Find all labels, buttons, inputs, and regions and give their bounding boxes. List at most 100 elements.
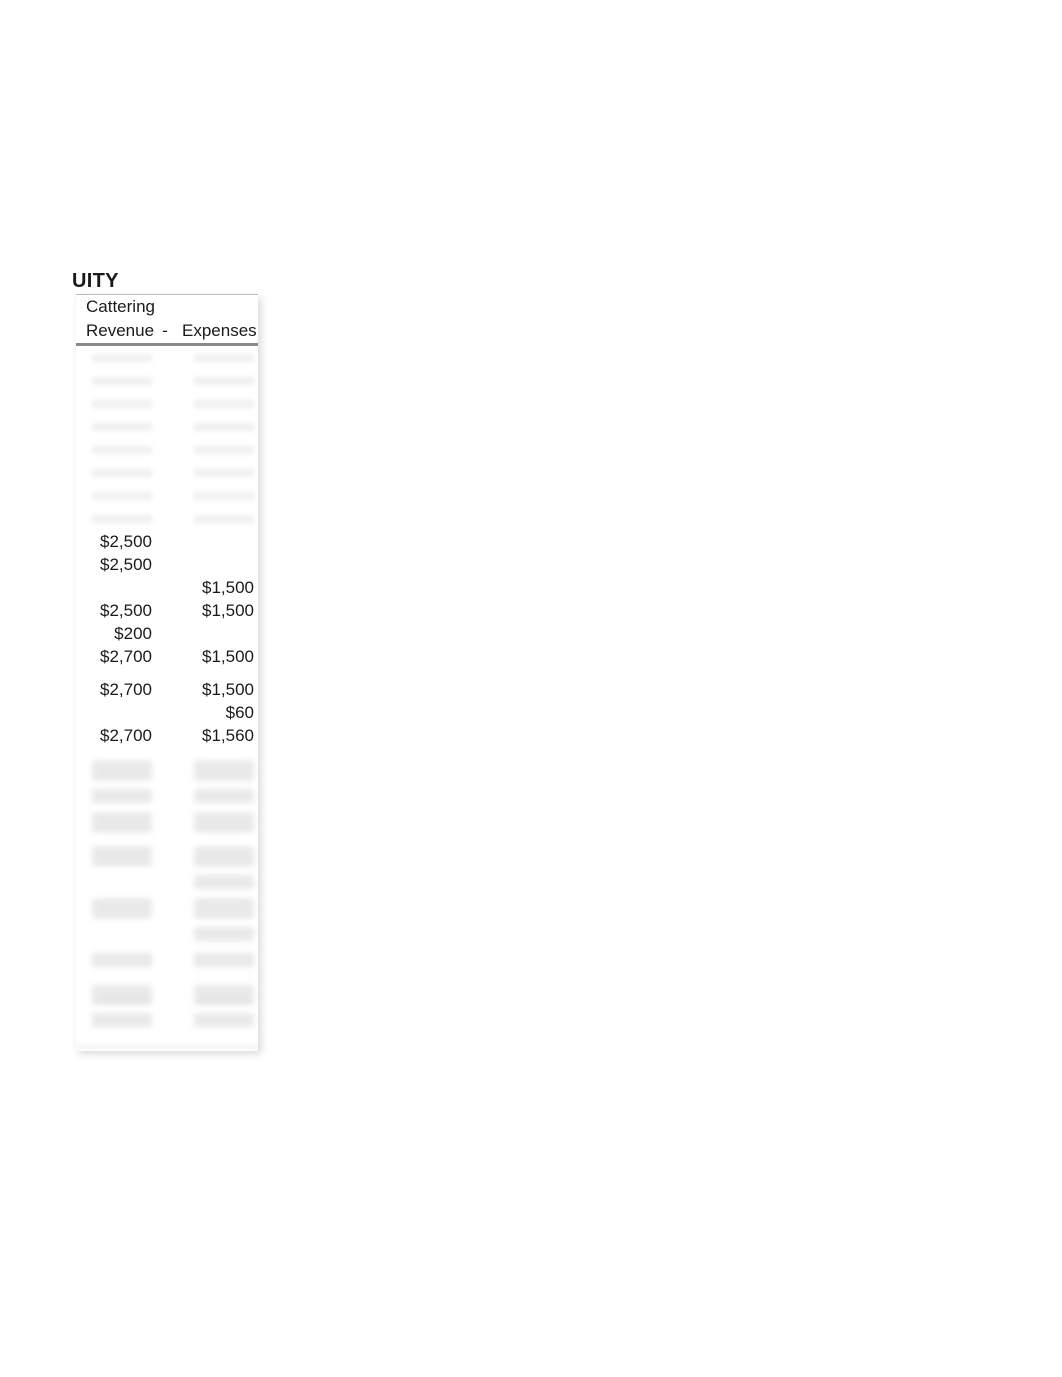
summary-row — [76, 809, 258, 835]
page: UITY Cattering Revenue - Expenses $2,500… — [0, 0, 1062, 1377]
expenses-cell: $1,500 — [178, 678, 258, 701]
row-spacer — [76, 835, 258, 843]
blurred-cell — [178, 354, 258, 362]
category-label: Cattering — [76, 295, 156, 319]
blurred-cell — [178, 446, 258, 454]
table-row — [76, 415, 258, 438]
row-spacer — [76, 747, 258, 757]
blurred-cell — [178, 813, 258, 832]
blurred-cell — [178, 400, 258, 408]
table-row: $2,700 $1,500 — [76, 645, 258, 668]
summary-row — [76, 921, 258, 947]
blurred-cell — [76, 377, 156, 385]
summary-row — [76, 895, 258, 921]
blurred-cell — [178, 875, 258, 889]
table-row — [76, 507, 258, 530]
blurred-cell — [76, 985, 156, 1004]
blurred-cell — [178, 515, 258, 523]
header-spacer — [178, 295, 258, 319]
expenses-cell — [178, 553, 258, 576]
blurred-cell — [76, 813, 156, 832]
section-heading: UITY — [72, 270, 119, 293]
blurred-cell — [76, 789, 156, 803]
cell-spacer — [156, 678, 178, 701]
blurred-cell — [178, 847, 258, 866]
expenses-cell: $1,500 — [178, 645, 258, 668]
blurred-cell — [178, 492, 258, 500]
summary-row — [76, 981, 258, 1007]
col-header-separator: - — [156, 319, 178, 343]
table-row — [76, 438, 258, 461]
revenue-cell: $2,700 — [76, 678, 156, 701]
blurred-cell — [76, 354, 156, 362]
summary-row — [76, 947, 258, 973]
table-row — [76, 369, 258, 392]
header-spacer — [156, 295, 178, 319]
revenue-cell — [76, 576, 156, 599]
blurred-cell — [178, 927, 258, 941]
blurred-cell — [178, 789, 258, 803]
cell-spacer — [156, 724, 178, 747]
blurred-cell — [76, 761, 156, 780]
blurred-cell — [76, 515, 156, 523]
blurred-cell — [76, 446, 156, 454]
blurred-cell — [76, 492, 156, 500]
summary-row — [76, 783, 258, 809]
cell-spacer — [156, 599, 178, 622]
blurred-cell — [178, 985, 258, 1004]
col-header-expenses: Expenses — [178, 319, 258, 343]
blurred-cell — [76, 847, 156, 866]
blurred-cell — [178, 899, 258, 918]
table-row: $2,500 — [76, 553, 258, 576]
blurred-cell — [76, 400, 156, 408]
summary-row — [76, 1007, 258, 1033]
table-summary-block — [76, 757, 258, 1045]
expenses-cell: $60 — [178, 701, 258, 724]
table-row: $2,500 $1,500 — [76, 599, 258, 622]
revenue-cell — [76, 701, 156, 724]
cell-spacer — [156, 576, 178, 599]
summary-row — [76, 843, 258, 869]
blurred-cell — [76, 953, 156, 967]
cell-spacer — [156, 530, 178, 553]
blurred-cell — [178, 1013, 258, 1027]
revenue-cell: $2,500 — [76, 599, 156, 622]
cell-spacer — [156, 622, 178, 645]
table-row: $2,500 — [76, 530, 258, 553]
cell-spacer — [156, 645, 178, 668]
table-row: $60 — [76, 701, 258, 724]
blurred-cell — [76, 469, 156, 477]
summary-row — [76, 757, 258, 783]
blurred-cell — [178, 423, 258, 431]
blurred-cell — [76, 423, 156, 431]
table-row: $200 — [76, 622, 258, 645]
table-row — [76, 346, 258, 369]
cell-spacer — [156, 553, 178, 576]
expenses-cell — [178, 530, 258, 553]
expenses-cell: $1,500 — [178, 576, 258, 599]
expenses-cell: $1,560 — [178, 724, 258, 747]
blurred-cell — [178, 953, 258, 967]
table-header-columns-row: Revenue - Expenses — [76, 319, 258, 346]
expenses-cell: $1,500 — [178, 599, 258, 622]
table-header-category-row: Cattering — [76, 295, 258, 319]
table-body: $2,500$2,500$1,500$2,500$1,500$200$2,700… — [76, 346, 258, 757]
table-row: $2,700$1,560 — [76, 724, 258, 747]
table-row — [76, 484, 258, 507]
expenses-cell — [178, 622, 258, 645]
row-spacer — [76, 668, 258, 678]
summary-row — [76, 869, 258, 895]
blurred-cell — [178, 469, 258, 477]
table-row — [76, 461, 258, 484]
revenue-cell: $200 — [76, 622, 156, 645]
col-header-revenue: Revenue — [76, 319, 156, 343]
blurred-cell — [76, 899, 156, 918]
equity-table: Cattering Revenue - Expenses $2,500$2,50… — [76, 294, 258, 1051]
row-spacer — [76, 973, 258, 981]
blurred-cell — [178, 377, 258, 385]
blurred-cell — [178, 761, 258, 780]
revenue-cell: $2,700 — [76, 645, 156, 668]
revenue-cell: $2,500 — [76, 553, 156, 576]
table-row: $1,500 — [76, 576, 258, 599]
cell-spacer — [156, 701, 178, 724]
